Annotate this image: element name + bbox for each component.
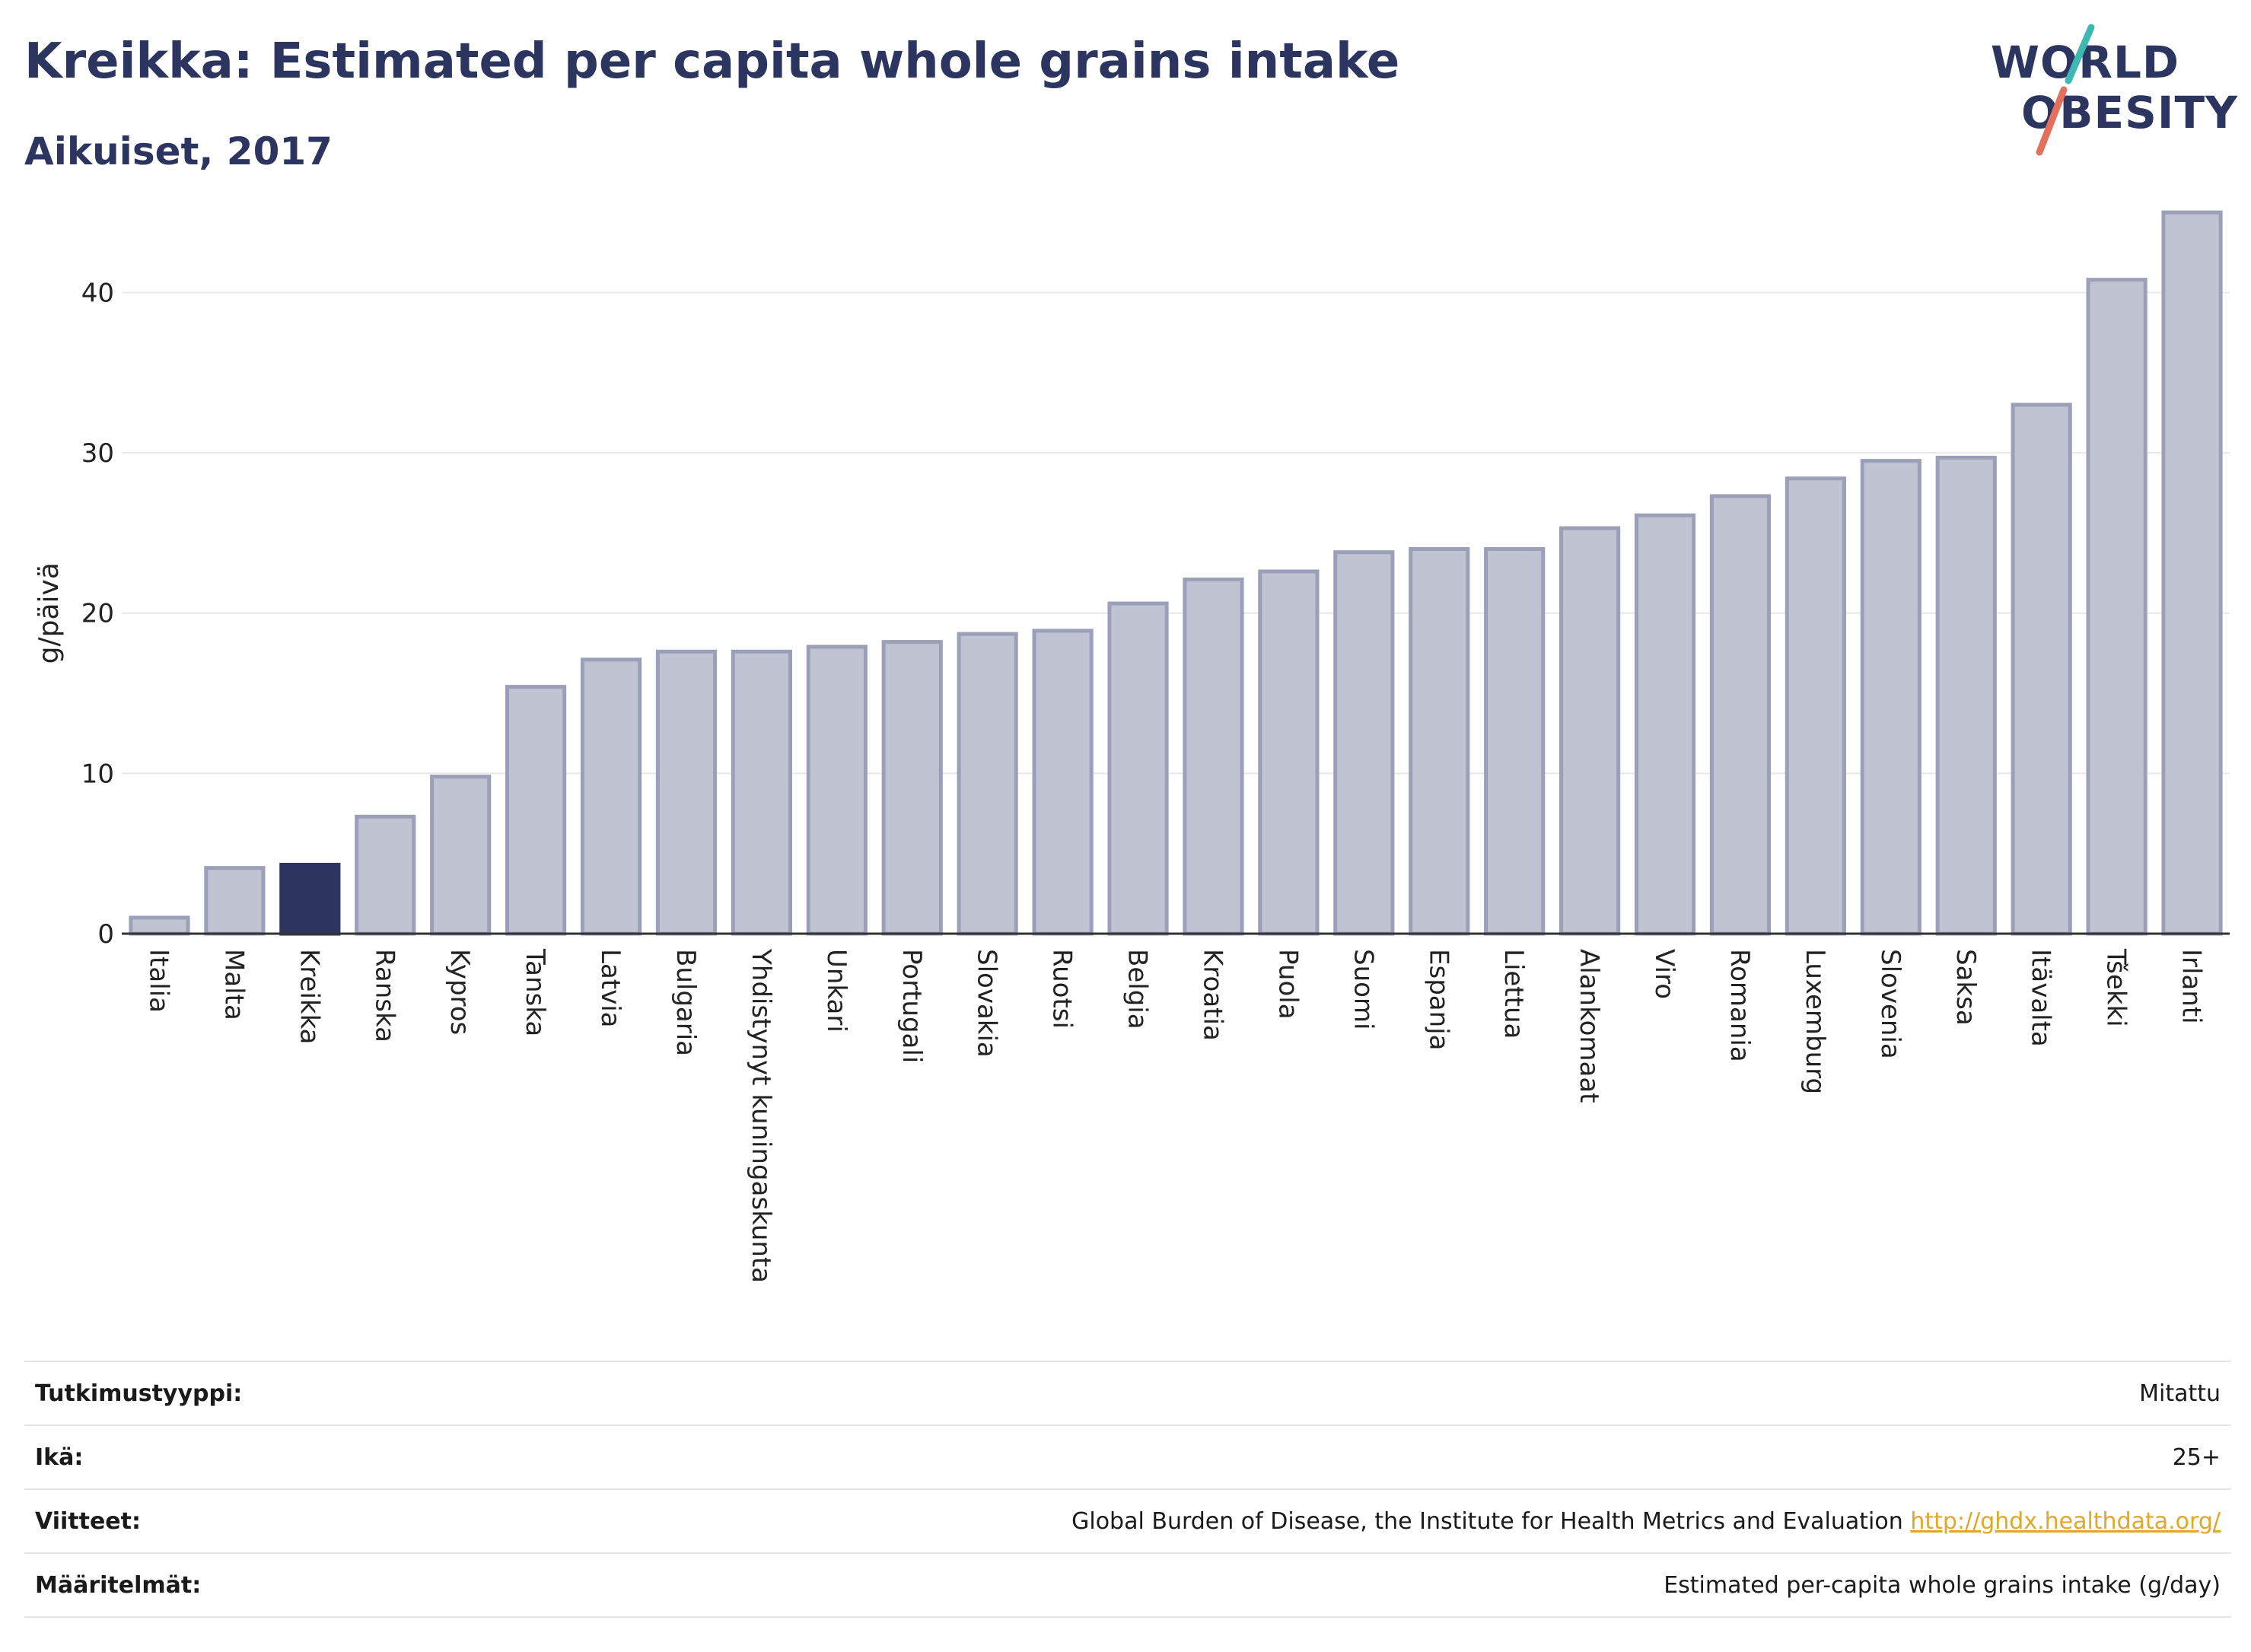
x-tick-label: Italia [143, 949, 174, 1013]
meta-label: Määritelmät: [35, 1571, 202, 1599]
logo-slash-icon [2036, 24, 2095, 156]
bar-yhdistynyt-kuningaskunta [731, 649, 792, 936]
bar-romania [1709, 494, 1772, 936]
bar-itävalta [2011, 403, 2072, 936]
y-tick-label: 30 [81, 438, 114, 469]
x-tick-label: Espanja [1423, 949, 1453, 1050]
x-tick-label: Malta [218, 949, 249, 1020]
meta-row-definitions: Määritelmät: Estimated per-capita whole … [24, 1552, 2231, 1618]
meta-row-age: Ikä: 25+ [24, 1424, 2231, 1488]
y-tick-label: 0 [97, 919, 114, 950]
x-tick-label: Tanska [520, 948, 550, 1036]
bar-kypros [430, 775, 492, 936]
bar-liettua [1484, 546, 1546, 936]
bars [129, 210, 2223, 936]
x-tick-label: Itävalta [2026, 949, 2056, 1047]
bar-latvia [580, 657, 642, 936]
x-tick-label: Slovakia [972, 949, 1002, 1058]
x-tick-label: Yhdistynyt kuningaskunta [746, 948, 776, 1283]
bar-alankomaat [1559, 526, 1621, 936]
x-tick-label: Viro [1649, 949, 1679, 999]
x-tick-label: Unkari [821, 949, 852, 1033]
meta-label: Tutkimustyyppi: [35, 1380, 243, 1407]
x-tick-label: Ranska [369, 949, 400, 1042]
y-tick-label: 40 [81, 278, 114, 308]
bar-ranska [355, 814, 416, 936]
x-tick-label: Suomi [1348, 949, 1378, 1030]
meta-value: 25+ [2172, 1444, 2221, 1471]
y-tick-label: 10 [81, 759, 114, 789]
world-obesity-logo: WORLD OBESITY [1979, 23, 2237, 160]
bar-slovenia [1860, 459, 1921, 936]
bar-espanja [1409, 546, 1470, 936]
bar-puola [1258, 569, 1320, 936]
y-axis-label: g/päivä [33, 562, 65, 664]
bar-tšekki [2086, 278, 2148, 936]
x-tick-label: Liettua [1498, 949, 1529, 1039]
y-tick-label: 20 [81, 599, 114, 629]
x-tick-label: Kreikka [294, 949, 324, 1045]
x-tick-label: Tšekki [2101, 948, 2132, 1027]
x-tick-label: Puola [1272, 949, 1303, 1020]
chart-subtitle: Aikuiset, 2017 [24, 129, 333, 173]
x-tick-label: Kroatia [1197, 949, 1227, 1041]
meta-value: Global Burden of Disease, the Institute … [1071, 1508, 2231, 1535]
bar-slovakia [957, 632, 1018, 936]
bar-malta [204, 866, 266, 936]
bar-tanska [505, 685, 567, 936]
x-tick-label: Slovenia [1875, 949, 1906, 1059]
bar-saksa [1935, 455, 1997, 936]
x-tick-label: Ruotsi [1047, 949, 1078, 1029]
x-tick-label: Portugali [896, 949, 927, 1063]
bar-bulgaria [655, 649, 718, 936]
x-tick-label: Luxemburg [1800, 949, 1830, 1094]
bar-irlanti [2161, 210, 2223, 936]
bar-viro [1634, 513, 1696, 936]
reference-text: Global Burden of Disease, the Institute … [1071, 1507, 1903, 1535]
meta-value: Estimated per-capita whole grains intake… [1664, 1571, 2221, 1599]
bar-italia [129, 915, 190, 936]
bar-kreikka [279, 862, 341, 936]
x-tick-label: Saksa [1950, 949, 1981, 1026]
bar-suomi [1333, 550, 1395, 936]
meta-label: Ikä: [35, 1444, 84, 1471]
x-tick-label: Belgia [1122, 949, 1153, 1030]
metadata-table: Tutkimustyyppi: Mitattu Ikä: 25+ Viittee… [24, 1361, 2231, 1618]
x-tick-label: Irlanti [2176, 949, 2207, 1024]
bar-unkari [806, 645, 868, 936]
x-tick-label: Romania [1724, 949, 1755, 1062]
meta-value: Mitattu [2139, 1380, 2221, 1407]
meta-row-references: Viitteet: Global Burden of Disease, the … [24, 1488, 2231, 1552]
meta-row-study-type: Tutkimustyyppi: Mitattu [24, 1361, 2231, 1424]
chart-title: Kreikka: Estimated per capita whole grai… [24, 33, 1400, 90]
x-tick-label: Latvia [595, 949, 626, 1028]
bar-ruotsi [1032, 629, 1094, 936]
x-tick-label: Kypros [444, 949, 475, 1035]
x-tick-label: Bulgaria [670, 949, 701, 1056]
x-tick-label: Alankomaat [1574, 949, 1604, 1103]
labels: 0 10 20 30 40 g/päivä Italia Malta Kreikka Ranska… [33, 278, 2207, 1283]
bar-portugali [881, 640, 943, 936]
bar-kroatia [1183, 577, 1244, 936]
bar-belgia [1107, 601, 1169, 936]
bar-luxemburg [1785, 476, 1846, 936]
meta-label: Viitteet: [35, 1507, 141, 1535]
reference-link[interactable]: http://ghdx.healthdata.org/ [1910, 1507, 2221, 1535]
bar-chart: 0 10 20 30 40 g/päivä Italia Malta Kreikka Ranska… [33, 210, 2230, 1283]
